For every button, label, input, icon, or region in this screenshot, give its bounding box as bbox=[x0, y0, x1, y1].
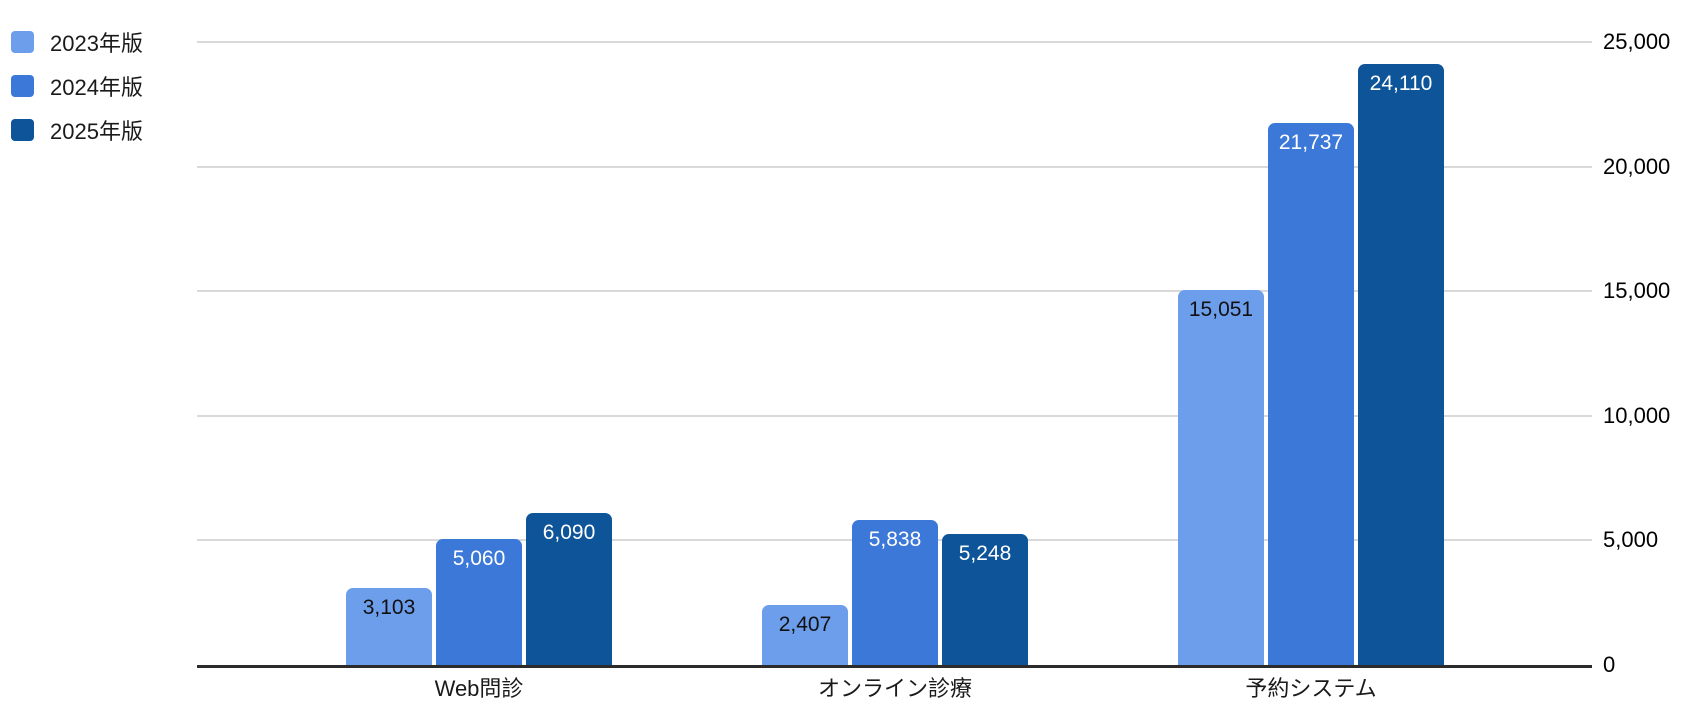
bar-2025年版-オンライン診療 bbox=[942, 534, 1028, 665]
category-label-Web問診: Web問診 bbox=[434, 676, 524, 701]
legend-item-2025年版: 2025年版 bbox=[11, 118, 143, 144]
gridline bbox=[197, 414, 1592, 417]
y-tick-label: 5,000 bbox=[1603, 527, 1659, 553]
bar-value-label: 5,838 bbox=[868, 527, 922, 551]
legend-item-2023年版: 2023年版 bbox=[11, 30, 143, 56]
bar-2023年版-予約システム bbox=[1178, 289, 1264, 665]
legend-item-2024年版: 2024年版 bbox=[11, 74, 143, 100]
bar-value-label: 6,090 bbox=[542, 521, 596, 545]
bar-value-label: 2,407 bbox=[778, 613, 832, 637]
bar-2025年版-予約システム bbox=[1358, 64, 1444, 665]
gridline bbox=[197, 165, 1592, 168]
bar-value-label: 15,051 bbox=[1188, 297, 1254, 321]
category-label-予約システム: 予約システム bbox=[1245, 676, 1377, 701]
bar-value-label: 21,737 bbox=[1278, 131, 1344, 155]
y-tick-label: 15,000 bbox=[1603, 278, 1671, 304]
bar-value-label: 3,103 bbox=[362, 595, 416, 619]
x-axis-line bbox=[197, 665, 1592, 668]
gridline bbox=[197, 290, 1592, 293]
bar-value-label: 5,060 bbox=[452, 546, 506, 570]
bar-value-label: 24,110 bbox=[1369, 72, 1433, 96]
legend-swatch-icon bbox=[11, 118, 34, 141]
bar-2024年版-予約システム bbox=[1268, 123, 1354, 665]
y-tick-label: 10,000 bbox=[1603, 402, 1671, 428]
legend-swatch-icon bbox=[11, 74, 34, 97]
legend-swatch-icon bbox=[11, 30, 34, 53]
legend-label: 2023年版 bbox=[50, 30, 143, 56]
bar-2024年版-Web問診 bbox=[436, 538, 522, 665]
bar-value-label: 5,248 bbox=[958, 542, 1012, 566]
category-label-オンライン診療: オンライン診療 bbox=[817, 676, 973, 701]
gridline bbox=[197, 41, 1592, 43]
bar-2024年版-オンライン診療 bbox=[852, 519, 938, 665]
legend-label: 2025年版 bbox=[50, 118, 143, 144]
bar-2023年版-Web問診 bbox=[346, 587, 432, 665]
chart-legend: 2023年版 2024年版 2025年版 bbox=[11, 30, 143, 144]
bar-2023年版-オンライン診療 bbox=[762, 605, 848, 665]
y-tick-label: 25,000 bbox=[1603, 29, 1671, 54]
bar-2025年版-Web問診 bbox=[526, 513, 612, 665]
legend-label: 2024年版 bbox=[50, 74, 143, 100]
y-tick-label: 20,000 bbox=[1603, 153, 1671, 179]
y-tick-label: 0 bbox=[1603, 652, 1616, 677]
